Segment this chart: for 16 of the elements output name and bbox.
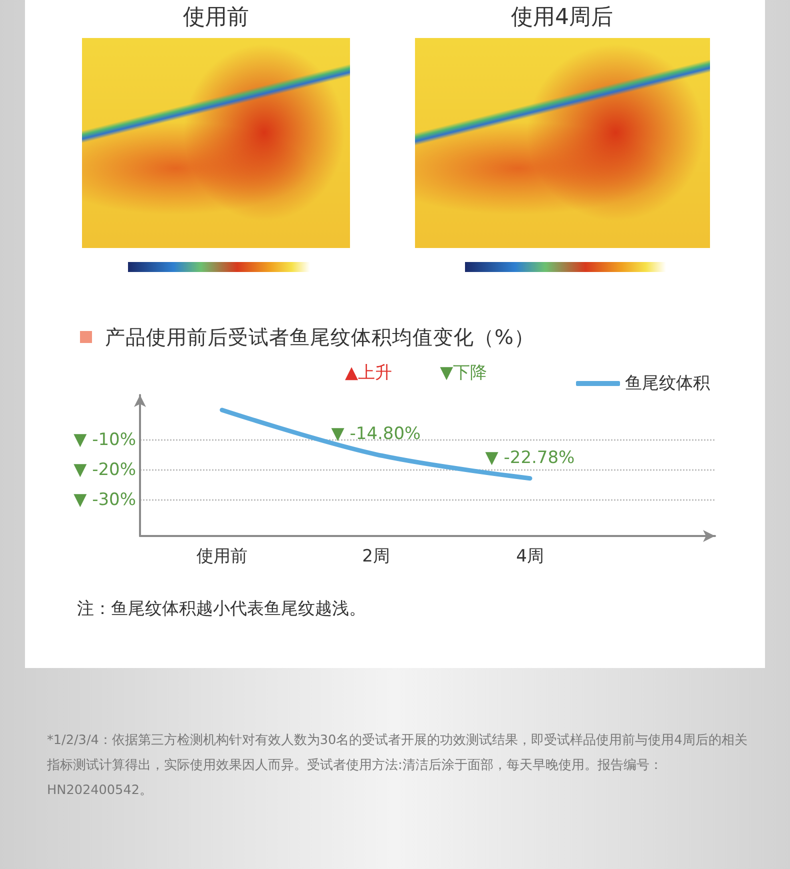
text: ▲上升 xyxy=(345,362,392,384)
x-tick-label: 2周 xyxy=(362,546,390,566)
text: *1/2/3/4：依据第三方检测机构针对有效人数为30名的受试者开展的功效测试结果，即受试样品使用前与使用4周后的相关指标测试计算得出，实际使用效果因人而异。受试者使用方法:清洁后涂于面部，每天早晚使用。报告编号：HN202400542。 xyxy=(47,732,748,800)
y-tick-label: ▼ -10% xyxy=(74,430,136,450)
text: 使用前 xyxy=(182,4,250,32)
data-label: ▼ -22.78% xyxy=(485,448,575,468)
text: 注：鱼尾纹体积越小代表鱼尾纹越浅。 xyxy=(77,598,366,620)
chart-title: 产品使用前后受试者鱼尾纹体积均值变化（%） xyxy=(105,324,535,351)
y-tick-label: ▼ -30% xyxy=(74,490,136,510)
text: ▼下降 xyxy=(440,362,488,384)
text: 使用4周后 xyxy=(510,4,614,32)
y-tick-label: ▼ -20% xyxy=(74,460,136,480)
x-tick-label: 4周 xyxy=(516,546,544,566)
legend-label: 鱼尾纹体积 xyxy=(625,374,710,394)
x-tick-label: 使用前 xyxy=(196,546,248,566)
data-label: ▼ -14.80% xyxy=(331,424,421,444)
